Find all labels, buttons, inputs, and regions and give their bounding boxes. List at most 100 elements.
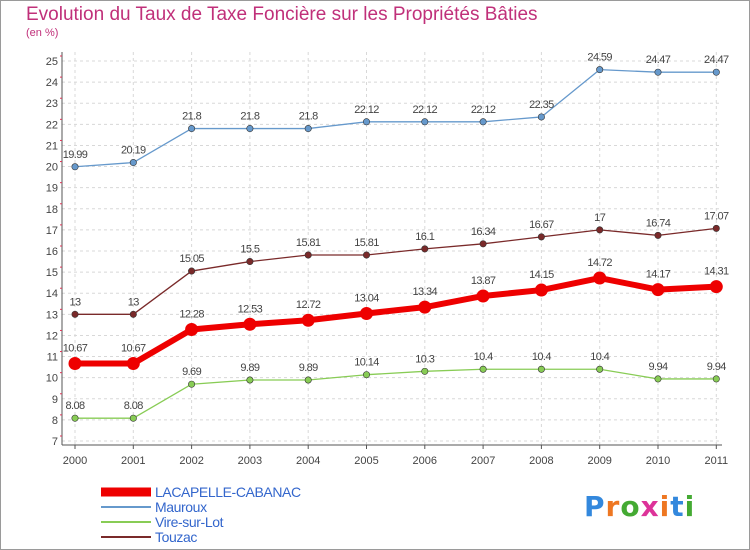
y-tick-label: 22 xyxy=(46,119,58,131)
logo-letter: t xyxy=(670,490,685,523)
data-label: 9.89 xyxy=(299,362,318,374)
data-label: 21.8 xyxy=(182,111,201,123)
data-label: 21.8 xyxy=(240,111,259,123)
series-mauroux: 19.99 20.19 21.8 21.8 21.8 22.12 22.12 22.12 22.… xyxy=(63,52,730,171)
logo-letter: i xyxy=(659,490,671,523)
y-tick-label: 7 xyxy=(52,436,58,448)
data-point xyxy=(188,267,196,275)
data-label: 13 xyxy=(69,296,81,308)
data-label: 9.94 xyxy=(707,361,726,373)
chart-title: Evolution du Taux de Taxe Foncière sur l… xyxy=(26,4,538,25)
data-point xyxy=(651,283,665,297)
data-point xyxy=(534,283,548,297)
data-label: 10.14 xyxy=(354,357,379,369)
series-line xyxy=(75,275,717,367)
data-label: 10.67 xyxy=(63,343,88,355)
y-tick-label: 14 xyxy=(46,288,58,300)
logo-letter: r xyxy=(605,490,621,523)
data-label: 22.12 xyxy=(354,104,379,116)
data-point xyxy=(418,300,432,314)
data-point xyxy=(479,240,487,248)
data-label: 14.17 xyxy=(646,269,671,281)
y-tick-label: 11 xyxy=(47,352,58,364)
data-point xyxy=(129,414,137,422)
data-point xyxy=(479,365,487,373)
legend-label: Touzac xyxy=(155,529,197,545)
y-tick-label: 16 xyxy=(46,246,58,258)
data-point xyxy=(304,125,312,133)
data-label: 13.87 xyxy=(471,275,496,287)
y-tick-label: 8 xyxy=(52,415,58,427)
data-label: 16.34 xyxy=(471,226,496,238)
data-label: 15.81 xyxy=(296,237,321,249)
data-point xyxy=(304,376,312,384)
data-point xyxy=(246,258,254,266)
data-point xyxy=(360,306,373,320)
data-label: 10.4 xyxy=(590,351,609,363)
data-point xyxy=(596,226,604,234)
y-tick-label: 19 xyxy=(46,183,58,195)
data-point xyxy=(362,251,370,259)
y-tick-label: 12 xyxy=(46,330,58,342)
y-tick-label: 13 xyxy=(46,309,58,321)
data-label: 15.5 xyxy=(240,244,259,256)
y-tick-label: 15 xyxy=(46,267,58,279)
series-vire-sur-lot: 8.08 8.08 9.69 9.89 9.89 10.14 10.3 10.4 10.4 10.… xyxy=(65,351,727,422)
data-label: 22.35 xyxy=(529,99,554,111)
data-label: 13.04 xyxy=(354,292,379,304)
data-point xyxy=(71,310,79,318)
logo-letter: P xyxy=(584,490,606,523)
data-label: 19.99 xyxy=(63,149,88,161)
legend-label: Vire-sur-Lot xyxy=(155,514,224,530)
data-label: 24.59 xyxy=(587,52,612,64)
data-label: 16.74 xyxy=(646,217,671,229)
data-label: 9.69 xyxy=(182,366,201,378)
data-point xyxy=(654,375,662,383)
data-label: 8.08 xyxy=(65,400,84,412)
data-label: 10.3 xyxy=(415,353,434,365)
data-point xyxy=(712,375,720,383)
logo-letter: o xyxy=(620,490,641,523)
data-label: 9.89 xyxy=(240,362,259,374)
data-label: 10.67 xyxy=(121,343,146,355)
data-label: 10.4 xyxy=(532,351,551,363)
data-point xyxy=(537,113,545,121)
data-label: 16.1 xyxy=(415,231,434,243)
data-point xyxy=(654,68,662,76)
data-label: 16.67 xyxy=(529,219,554,231)
y-tick-label: 18 xyxy=(46,204,58,216)
data-point xyxy=(596,66,604,74)
x-tick-label: 2005 xyxy=(354,455,378,467)
x-tick-label: 2007 xyxy=(471,455,495,467)
data-point xyxy=(188,125,196,133)
data-label: 21.8 xyxy=(299,111,318,123)
data-label: 22.12 xyxy=(413,104,438,116)
x-tick-label: 2010 xyxy=(646,455,670,467)
data-label: 15.05 xyxy=(179,253,204,265)
data-label: 17.07 xyxy=(704,210,729,222)
data-point xyxy=(712,68,720,76)
legend: LACAPELLE-CABANACMaurouxVire-sur-LotTouz… xyxy=(101,484,301,545)
x-tick-label: 2011 xyxy=(704,455,728,467)
series-line xyxy=(75,368,717,419)
y-tick-label: 24 xyxy=(46,77,58,89)
proxiti-logo: Proxiti xyxy=(584,490,695,523)
series-line xyxy=(75,227,717,315)
y-tick-label: 20 xyxy=(46,162,58,174)
chart-subtitle: (en %) xyxy=(26,27,59,39)
data-label: 13 xyxy=(128,296,140,308)
series-touzac: 13 13 15.05 15.5 15.81 15.81 16.1 16.34 16.67 17 1… xyxy=(69,210,730,318)
data-point xyxy=(188,380,196,388)
data-label: 24.47 xyxy=(646,54,671,66)
data-label: 12.53 xyxy=(238,303,263,315)
y-tick-label: 10 xyxy=(46,373,58,385)
x-tick-label: 2004 xyxy=(296,455,320,467)
logo-letter: x xyxy=(640,490,660,523)
data-label: 12.28 xyxy=(179,309,204,321)
data-point xyxy=(246,125,254,133)
logo-letter: i xyxy=(684,490,696,523)
data-point xyxy=(301,313,315,327)
x-tick-label: 2008 xyxy=(529,455,553,467)
x-tick-label: 2003 xyxy=(238,455,262,467)
